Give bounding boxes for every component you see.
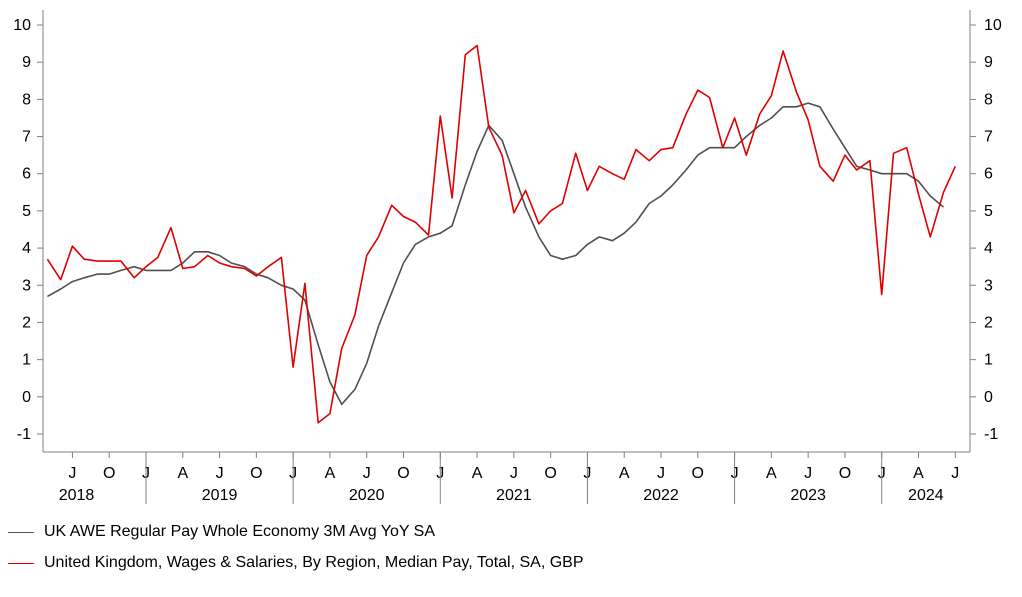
median-pay-line-swatch (8, 562, 34, 564)
y-tick-label-right: 3 (984, 277, 993, 294)
x-month-label: J (951, 465, 959, 482)
series-line-awe-regular-pay (47, 102, 945, 406)
legend-item-median-pay: United Kingdom, Wages & Salaries, By Reg… (8, 554, 584, 572)
y-tick-label-left: 4 (22, 240, 31, 257)
x-month-label: J (68, 465, 76, 482)
x-year-label: 2021 (496, 487, 532, 504)
x-year-label: 2024 (908, 487, 944, 504)
y-tick-label-right: 6 (984, 166, 993, 183)
y-tick-label-right: 7 (984, 129, 993, 146)
x-month-label: O (397, 465, 409, 482)
x-month-label: A (472, 465, 483, 482)
series-line-median-pay (46, 44, 957, 424)
x-year-label: 2019 (202, 487, 238, 504)
x-month-label: A (766, 465, 777, 482)
x-month-label: O (250, 465, 262, 482)
y-tick-label-left: -1 (17, 426, 31, 443)
x-month-label: O (544, 465, 556, 482)
x-month-label: J (363, 465, 371, 482)
x-month-label: J (510, 465, 518, 482)
y-tick-label-left: 5 (22, 203, 31, 220)
x-month-label: J (804, 465, 812, 482)
y-tick-label-left: 9 (22, 54, 31, 71)
y-tick-label-right: -1 (984, 426, 998, 443)
x-month-label: J (657, 465, 665, 482)
y-tick-label-right: 0 (984, 389, 993, 406)
x-year-label: 2020 (349, 487, 385, 504)
legend-label-median-pay: United Kingdom, Wages & Salaries, By Reg… (44, 554, 584, 571)
x-month-label: O (839, 465, 851, 482)
y-tick-label-left: 2 (22, 314, 31, 331)
line-chart: -1 -1 0 0 1 1 2 2 3 3 4 4 5 5 6 6 7 7 8 8 9 9 10 10 J O J A J O J A J O J A… (13, 10, 1002, 504)
x-year-label: 2018 (59, 487, 95, 504)
x-year-label: 2022 (643, 487, 679, 504)
y-tick-label-right: 9 (984, 54, 993, 71)
x-year-label: 2023 (790, 487, 826, 504)
x-month-label: J (216, 465, 224, 482)
x-month-label: A (325, 465, 336, 482)
x-month-label: O (103, 465, 115, 482)
y-tick-label-right: 8 (984, 91, 993, 108)
y-tick-label-left: 0 (22, 389, 31, 406)
y-tick-label-left: 3 (22, 277, 31, 294)
series-layer (46, 44, 957, 424)
y-tick-label-left: 7 (22, 129, 31, 146)
legend-item-awe: UK AWE Regular Pay Whole Economy 3M Avg … (8, 523, 435, 541)
x-month-label: O (692, 465, 704, 482)
y-tick-label-left: 8 (22, 91, 31, 108)
y-tick-label-right: 2 (984, 314, 993, 331)
x-month-label: A (619, 465, 630, 482)
y-tick-label-left: 1 (22, 352, 31, 369)
awe-line-swatch (8, 531, 34, 533)
y-tick-label-right: 10 (984, 17, 1002, 34)
y-tick-label-left: 10 (13, 17, 31, 34)
x-month-label: A (177, 465, 188, 482)
y-tick-label-left: 6 (22, 166, 31, 183)
y-tick-label-right: 5 (984, 203, 993, 220)
x-month-label: A (913, 465, 924, 482)
y-tick-label-right: 4 (984, 240, 993, 257)
y-tick-label-right: 1 (984, 352, 993, 369)
axes: -1 -1 0 0 1 1 2 2 3 3 4 4 5 5 6 6 7 7 8 8 9 9 10 10 J O J A J O J A J O J A… (13, 10, 1002, 504)
legend-label-awe: UK AWE Regular Pay Whole Economy 3M Avg … (44, 523, 436, 540)
